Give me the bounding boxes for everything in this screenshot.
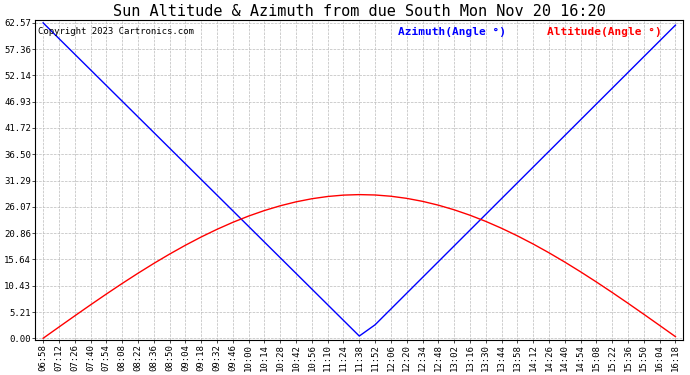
Text: Azimuth(Angle °): Azimuth(Angle °) <box>398 27 506 37</box>
Title: Sun Altitude & Azimuth from due South Mon Nov 20 16:20: Sun Altitude & Azimuth from due South Mo… <box>113 4 606 19</box>
Text: Copyright 2023 Cartronics.com: Copyright 2023 Cartronics.com <box>39 27 195 36</box>
Text: Altitude(Angle °): Altitude(Angle °) <box>547 27 662 37</box>
